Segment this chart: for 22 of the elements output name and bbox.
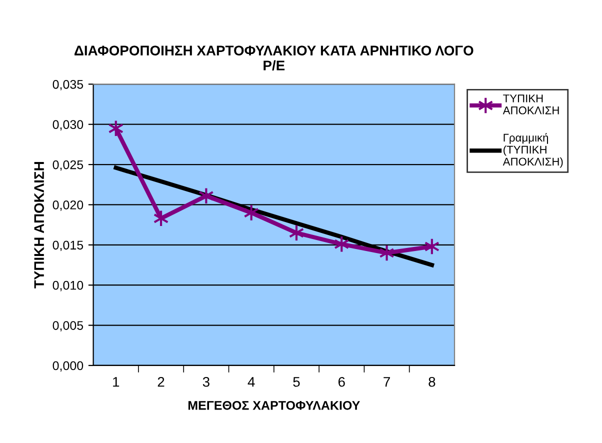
x-tick-label: 2	[158, 376, 164, 387]
y-tick-label: 0,000	[52, 361, 84, 372]
x-tick-label: 5	[293, 377, 300, 387]
legend-label: ΤΥΠΙΚΗ ΑΠΟΚΛΙΣΗ	[502, 94, 559, 114]
y-tick-label: 0,035	[52, 80, 84, 90]
y-tick-label: 0,005	[52, 321, 84, 332]
x-tick-label: 3	[202, 376, 210, 387]
x-tick-label: 1	[113, 377, 120, 387]
y-tick-label: 0,015	[52, 240, 84, 252]
x-tick-label: 6	[338, 376, 345, 387]
chart-title: ΔΙΑΦΟΡΟΠΟΙΗΣΗ ΧΑΡΤΟΦΥΛΑΚΙΟΥ ΚΑΤΑ ΑΡΝΗΤΙΚΟ ΛΟΓΟ P/E	[74, 46, 474, 71]
x-axis-title: ΜΕΓΕΘΟΣ ΧΑΡΤΟΦΥΛΑΚΙΟΥ	[188, 400, 360, 410]
y-tick-label: 0,010	[52, 280, 84, 292]
y-tick-label: 0,020	[52, 200, 84, 211]
x-tick-label: 4	[248, 377, 255, 387]
y-tick-label: 0,025	[52, 160, 84, 171]
x-tick-label: 7	[384, 377, 390, 387]
y-tick-label: 0,030	[52, 120, 84, 130]
x-tick-label: 8	[428, 376, 436, 387]
point	[379, 244, 394, 262]
legend-label: Γραμμική (ΤΥΠΙΚΗ ΑΠΟΚΛΙΣΗ)	[502, 133, 563, 168]
y-axis-title: ΤΥΠΙΚΗ ΑΠΟΚΛΙΣΗ	[34, 162, 44, 288]
